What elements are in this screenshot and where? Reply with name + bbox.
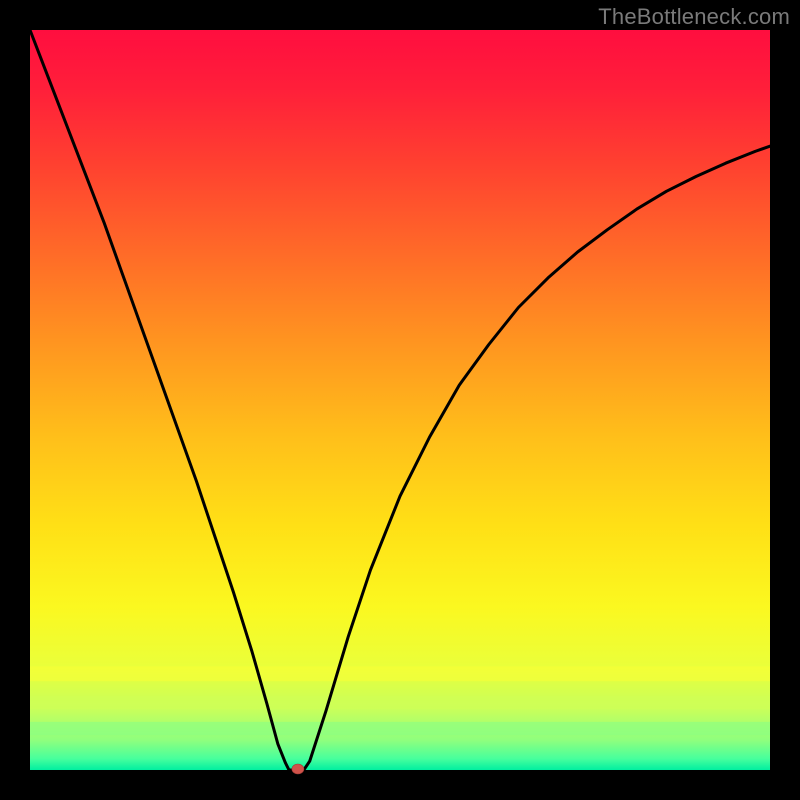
chart-stage: { "watermark": { "text": "TheBottleneck.… <box>0 0 800 800</box>
gradient-v-chart <box>0 0 800 800</box>
horizon-bands <box>30 666 770 735</box>
gradient-background <box>30 30 770 770</box>
optimum-marker <box>292 764 304 774</box>
